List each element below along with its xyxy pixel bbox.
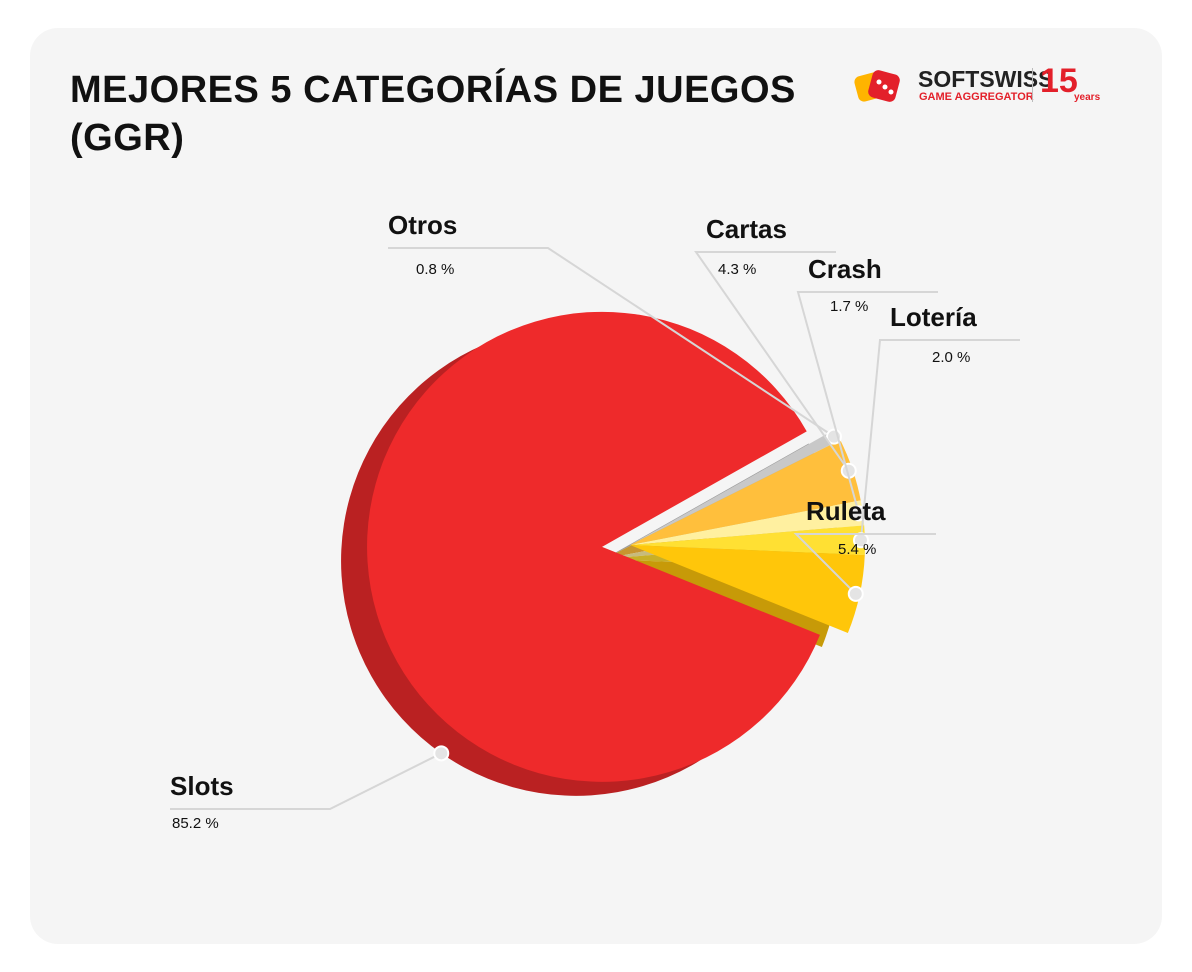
leader-line-slots: [170, 752, 442, 810]
leader-line-lotera: [859, 339, 1020, 541]
slice-label-crash: Crash: [808, 254, 882, 284]
leader-dot-slots: [433, 745, 450, 762]
pie-slice-slots: [367, 311, 820, 782]
softswiss-logo: SOFTSWISS GAME AGGREGATOR 15 years: [852, 62, 1122, 108]
logo-brand: SOFTSWISS: [918, 66, 1054, 92]
slice-label-ruleta: Ruleta: [806, 496, 886, 526]
slice-value-slots: 85.2 %: [172, 815, 219, 832]
leader-line-cartas: [694, 251, 850, 472]
slice-label-lotera: Lotería: [890, 302, 977, 332]
leader-line-ruleta: [793, 533, 936, 595]
slice-value-otros: 0.8 %: [416, 261, 454, 278]
dice-icon: [854, 70, 900, 102]
logo-divider: [1032, 68, 1033, 102]
slice-label-otros: Otros: [388, 210, 457, 240]
logo-sub: GAME AGGREGATOR: [919, 91, 1034, 103]
pie-slice-otros: [630, 429, 841, 545]
pie-slice-ruleta: [630, 545, 865, 634]
slice-value-ruleta: 5.4 %: [838, 541, 876, 558]
slice-value-cartas: 4.3 %: [718, 261, 756, 278]
slice-label-cartas: Cartas: [706, 214, 787, 244]
slice-value-lotera: 2.0 %: [932, 349, 970, 366]
slice-label-slots: Slots: [170, 771, 234, 801]
logo-years: years: [1074, 92, 1101, 103]
slice-value-crash: 1.7 %: [830, 298, 868, 315]
pie-slice-lotera: [630, 525, 865, 556]
leader-line-otros: [388, 247, 835, 438]
chart-title: MEJORES 5 CATEGORÍAS DE JUEGOS (GGR): [70, 69, 796, 159]
pie-slice-cartas: [630, 440, 861, 545]
pie-slice-crash: [630, 500, 865, 545]
leader-dot-ruleta: [847, 585, 864, 602]
logo-15: 15: [1040, 62, 1078, 100]
leader-line-crash: [796, 291, 938, 514]
